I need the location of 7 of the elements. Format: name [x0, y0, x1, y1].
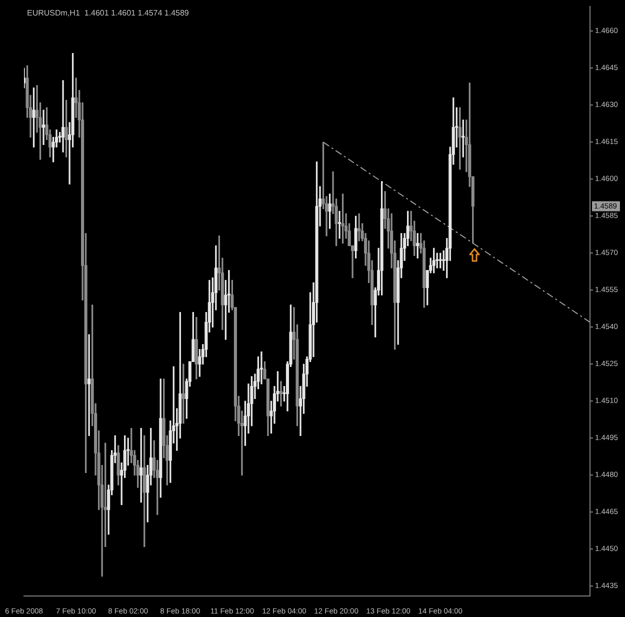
candlestick	[358, 213, 361, 242]
chart-title: EURUSDm,H1 1.4601 1.4601 1.4574 1.4589	[27, 8, 190, 18]
candlestick	[88, 334, 91, 436]
candlestick	[42, 110, 46, 145]
candlestick	[338, 210, 342, 239]
candlestick	[62, 80, 65, 152]
candlestick	[279, 381, 283, 406]
